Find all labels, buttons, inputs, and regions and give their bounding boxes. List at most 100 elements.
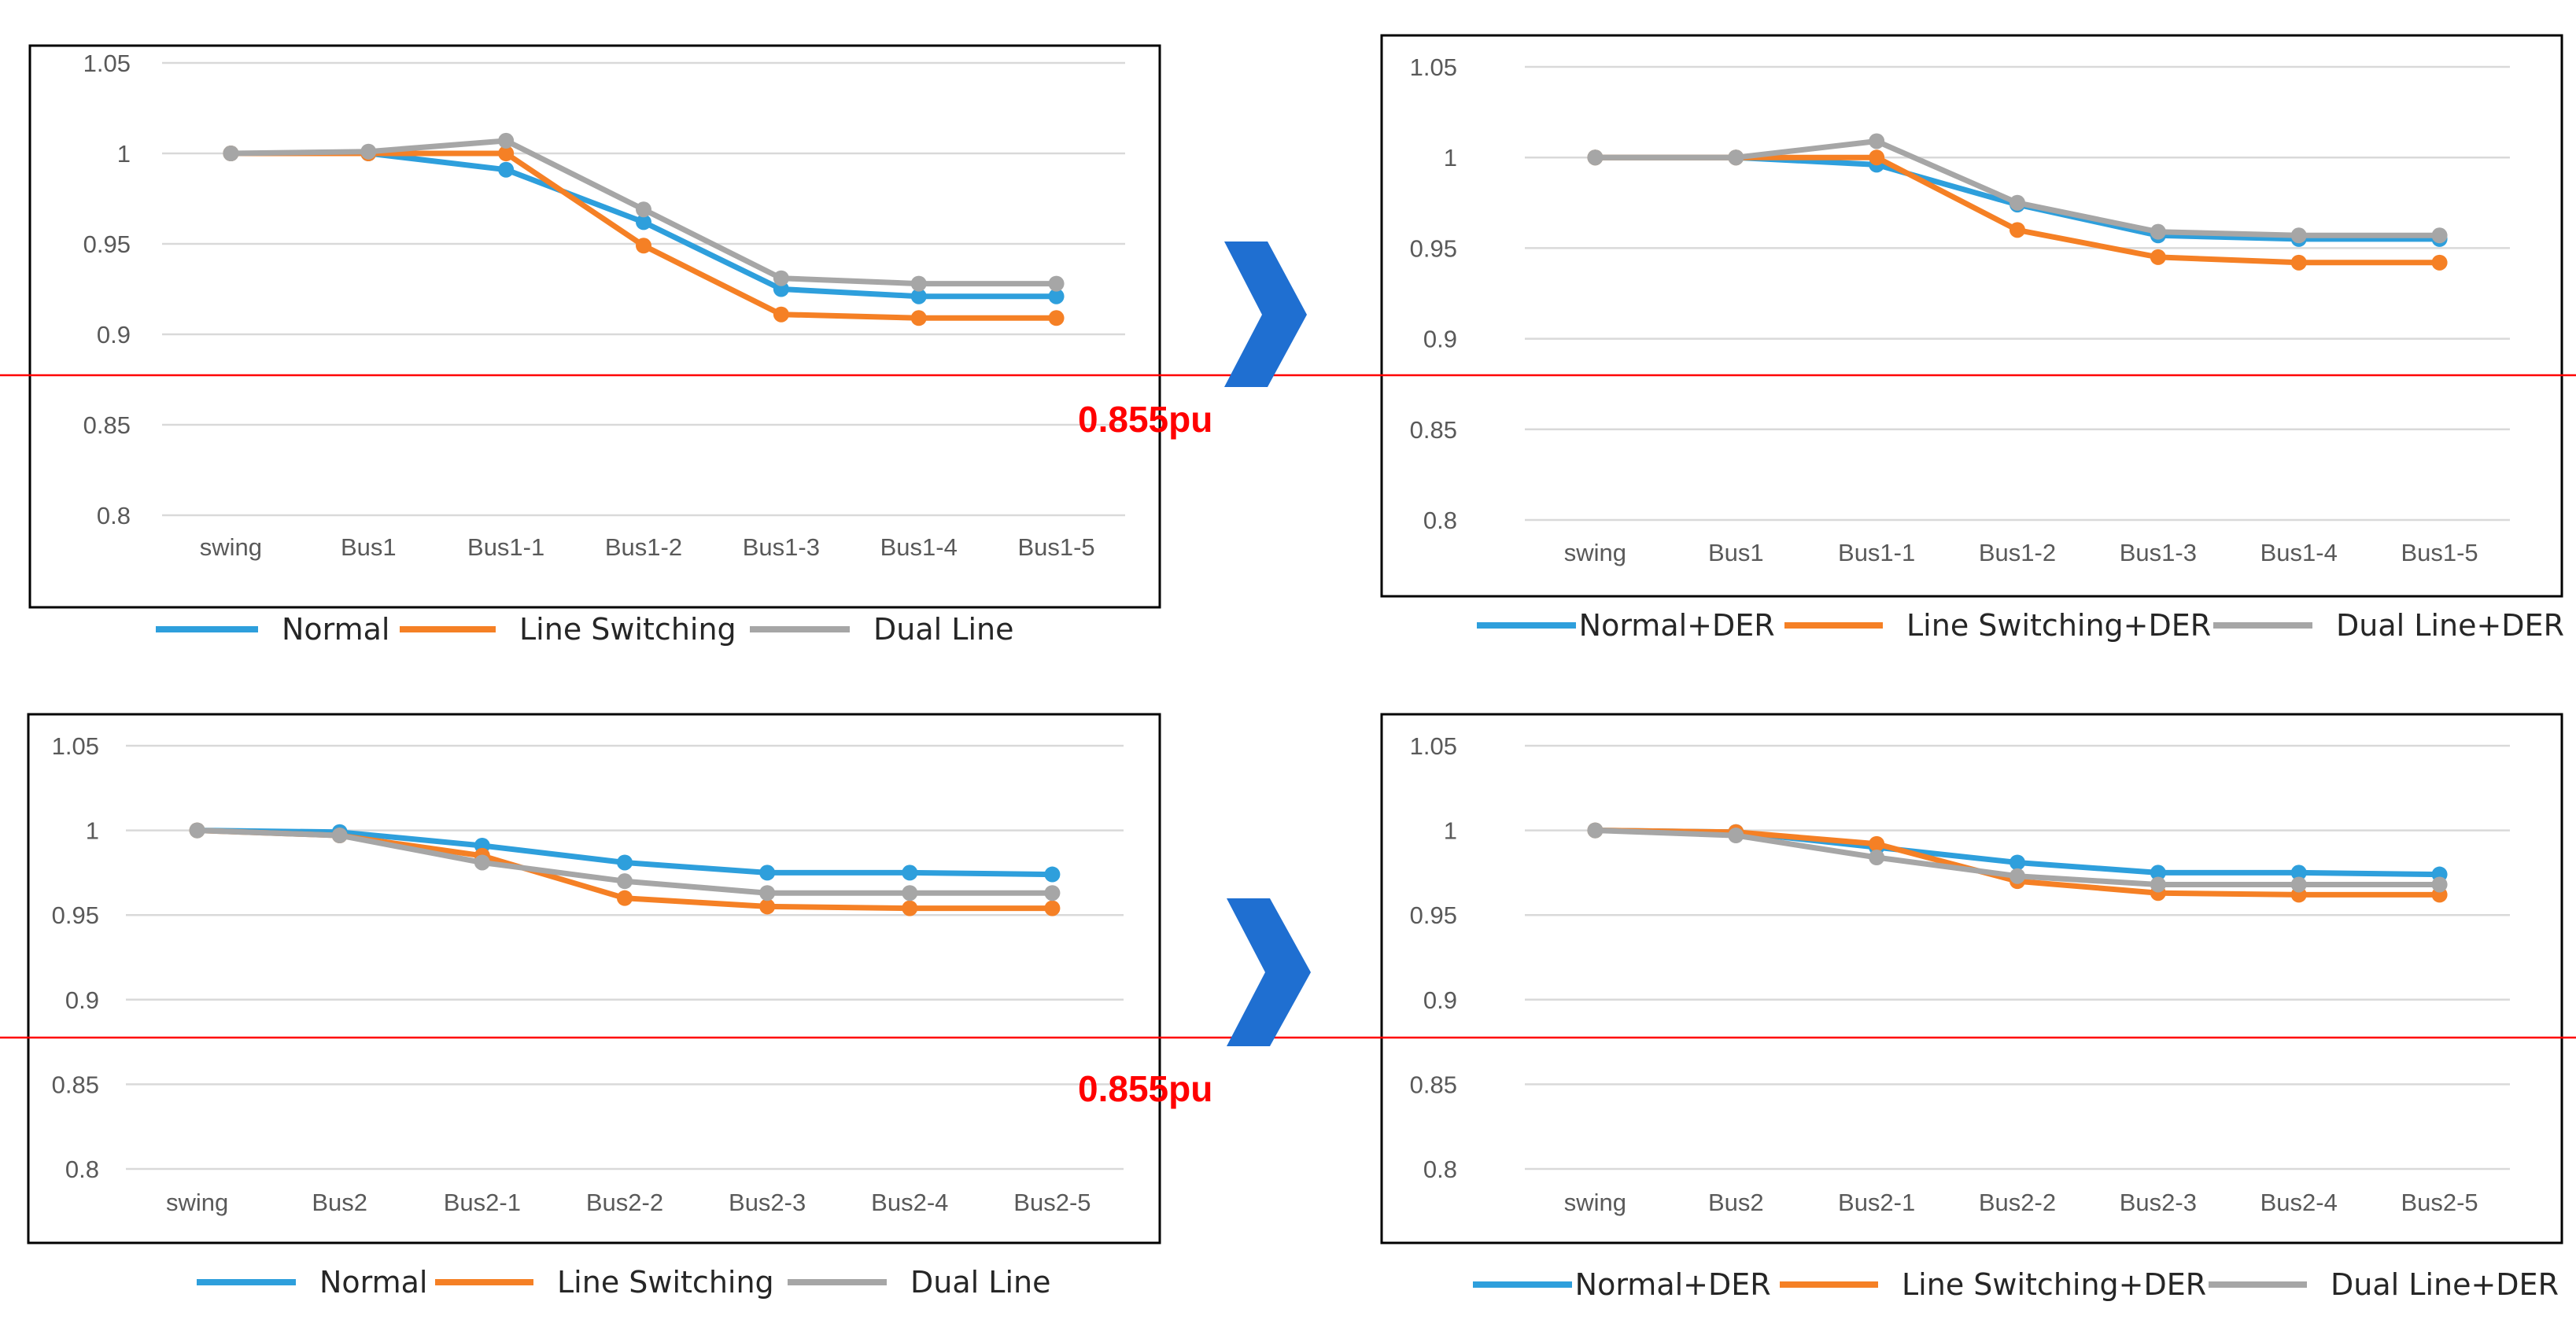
chart-top-right: 1.05 1 0.95 0.9 0.85 0.8 swing Bus1 Bus1-1 Bus1-2… [1380, 34, 2563, 598]
x-tick-label: Bus2-2 [586, 1189, 663, 1216]
data-point [617, 854, 633, 871]
data-point [2010, 868, 2025, 884]
y-tick-label: 0.9 [1423, 326, 1457, 353]
x-tick-label: Bus1-5 [2401, 539, 2478, 566]
x-tick-label: Bus2-3 [2120, 1189, 2197, 1216]
data-point [223, 146, 239, 161]
data-point [2150, 876, 2166, 893]
x-tick-label: Bus2-5 [2401, 1189, 2478, 1216]
legend-top-right: Normal+DER Line Switching+DER Dual Line+DE… [1477, 608, 2564, 643]
x-tick-label: Bus2-5 [1013, 1189, 1091, 1216]
charts-layer: 1.05 1 0.95 0.9 0.85 0.8 swing Bus1 Bus1-1 Bus1-2… [27, 34, 2563, 1244]
legend-label: Dual Line+DER [2336, 608, 2564, 643]
data-point [759, 865, 776, 881]
data-point [2010, 854, 2025, 871]
legend-bottom-left: Normal Line Switching Dual Line [197, 1265, 1050, 1300]
y-tick-label: 1.05 [1410, 53, 1457, 81]
data-point [474, 854, 490, 871]
chart-frame [1380, 713, 2563, 1244]
y-tick-label: 0.9 [65, 986, 99, 1014]
chart-bottom-right: 1.05 1 0.95 0.9 0.85 0.8 swing Bus2 Bus2-1 Bus2-2… [1380, 713, 2563, 1244]
y-tick-label: 1 [117, 140, 131, 168]
data-point [1044, 866, 1061, 883]
y-tick-label: 1 [1444, 144, 1457, 171]
data-point [1869, 850, 1885, 866]
legend-top-left: Normal Line Switching Dual Line [156, 612, 1013, 647]
data-point [1728, 149, 1744, 166]
series-dual-line [1587, 133, 2448, 244]
x-tick-label: Bus2-4 [871, 1189, 948, 1216]
data-point [1869, 835, 1885, 852]
x-tick-label: Bus1-3 [2120, 539, 2197, 566]
chart-frame [1380, 34, 2563, 598]
chevron-right-icon [1224, 241, 1307, 387]
legend-label: Normal+DER [1579, 608, 1775, 643]
data-point [759, 898, 776, 915]
data-point [773, 281, 789, 297]
x-tick-label: Bus1 [341, 533, 397, 561]
legend-label: Normal [319, 1265, 428, 1300]
legend-label: Line Switching [557, 1265, 774, 1300]
y-tick-label: 0.95 [83, 230, 131, 258]
data-point [2010, 194, 2025, 211]
x-tick-label: Bus2 [312, 1189, 367, 1216]
data-point [1728, 828, 1744, 844]
data-point [1044, 900, 1061, 916]
x-tick-label: Bus1-2 [605, 533, 682, 561]
data-point [1587, 822, 1604, 839]
y-tick-label: 0.85 [1410, 1071, 1457, 1098]
data-point [1869, 149, 1885, 166]
chart-frame [27, 713, 1161, 1244]
y-tick-label: 1.05 [1410, 732, 1457, 760]
x-tick-label: Bus2-4 [2260, 1189, 2338, 1216]
data-point [1587, 149, 1604, 166]
x-tick-label: Bus2 [1708, 1189, 1764, 1216]
data-point [902, 865, 918, 881]
y-tick-label: 0.85 [83, 411, 131, 439]
x-tick-label: swing [1564, 539, 1626, 566]
threshold-label-top: 0.855pu [1078, 399, 1212, 440]
data-point [910, 288, 927, 304]
data-point [2290, 865, 2307, 881]
data-point [636, 201, 651, 218]
y-tick-label: 0.8 [1423, 1156, 1457, 1183]
data-point [2290, 876, 2307, 893]
y-tick-label: 1.05 [52, 732, 99, 760]
data-point [498, 132, 515, 149]
y-tick-label: 0.8 [97, 502, 131, 529]
y-tick-label: 0.95 [1410, 234, 1457, 262]
x-tick-label: Bus2-3 [729, 1189, 806, 1216]
data-point [636, 238, 651, 254]
data-point [189, 822, 205, 839]
data-point [360, 143, 377, 160]
x-tick-label: swing [1564, 1189, 1626, 1216]
x-tick-label: Bus1-1 [467, 533, 544, 561]
x-tick-label: Bus1-3 [743, 533, 820, 561]
chart-frame [28, 44, 1161, 609]
y-tick-label: 0.8 [65, 1156, 99, 1183]
threshold-label-bottom: 0.855pu [1078, 1068, 1212, 1109]
data-point [2290, 254, 2307, 271]
data-point [498, 161, 515, 178]
legend-label: Normal+DER [1575, 1267, 1771, 1302]
data-point [2010, 222, 2025, 238]
x-tick-label: Bus1-5 [1017, 533, 1094, 561]
x-tick-label: swing [200, 533, 262, 561]
y-tick-label: 1 [86, 817, 99, 845]
y-tick-label: 0.85 [52, 1071, 99, 1098]
data-point [759, 885, 776, 901]
data-point [331, 828, 348, 844]
y-tick-label: 0.9 [97, 321, 131, 348]
legend-label: Line Switching [519, 612, 736, 647]
x-tick-label: Bus1-2 [1979, 539, 2056, 566]
x-tick-label: swing [166, 1189, 228, 1216]
x-tick-label: Bus1-4 [2260, 539, 2338, 566]
y-tick-label: 0.85 [1410, 416, 1457, 444]
data-point [636, 214, 651, 230]
x-tick-label: Bus1-4 [880, 533, 958, 561]
x-tick-label: Bus2-1 [444, 1189, 521, 1216]
y-tick-label: 0.8 [1423, 507, 1457, 534]
legends-layer: Normal Line Switching Dual Line Normal+DER L… [156, 608, 2564, 1302]
legend-label: Dual Line+DER [2331, 1267, 2559, 1302]
